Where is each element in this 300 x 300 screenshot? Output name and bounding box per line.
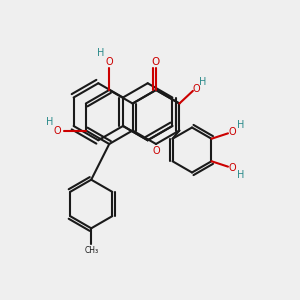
Text: O: O	[152, 57, 160, 67]
Text: H: H	[199, 77, 206, 87]
Text: O: O	[54, 125, 61, 136]
Text: H: H	[237, 120, 244, 130]
Text: O: O	[152, 146, 160, 156]
Text: O: O	[105, 57, 113, 67]
Text: H: H	[237, 170, 244, 180]
Text: O: O	[193, 84, 200, 94]
Text: H: H	[46, 117, 53, 127]
Text: CH₃: CH₃	[84, 246, 98, 255]
Text: H: H	[97, 48, 104, 59]
Text: O: O	[229, 127, 236, 137]
Text: O: O	[229, 163, 236, 173]
